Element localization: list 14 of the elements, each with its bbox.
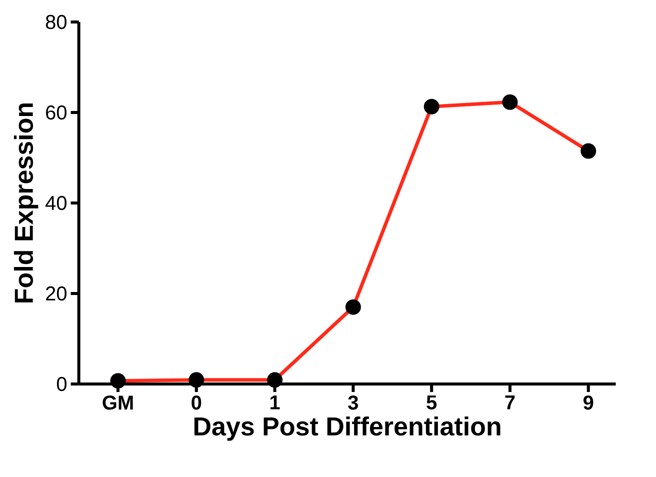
x-tick-label: 7 xyxy=(505,396,515,410)
x-tick-label: 5 xyxy=(426,396,437,410)
y-tick-label: 80 xyxy=(46,14,66,30)
y-tick-label: 40 xyxy=(45,196,66,210)
y-axis-title: Fold Expression xyxy=(14,103,38,302)
y-tick-label: 0 xyxy=(56,376,67,392)
x-tick-label: 1 xyxy=(270,396,280,410)
x-tick-label: 9 xyxy=(583,396,594,410)
y-tick-label: 60 xyxy=(46,105,66,120)
x-tick-label: 3 xyxy=(348,396,358,410)
y-tick-label: 20 xyxy=(46,286,66,301)
x-tick-label: GM xyxy=(102,396,133,410)
x-axis-title: Days Post Differentiation xyxy=(194,416,500,441)
x-tick-label: 0 xyxy=(192,396,202,410)
